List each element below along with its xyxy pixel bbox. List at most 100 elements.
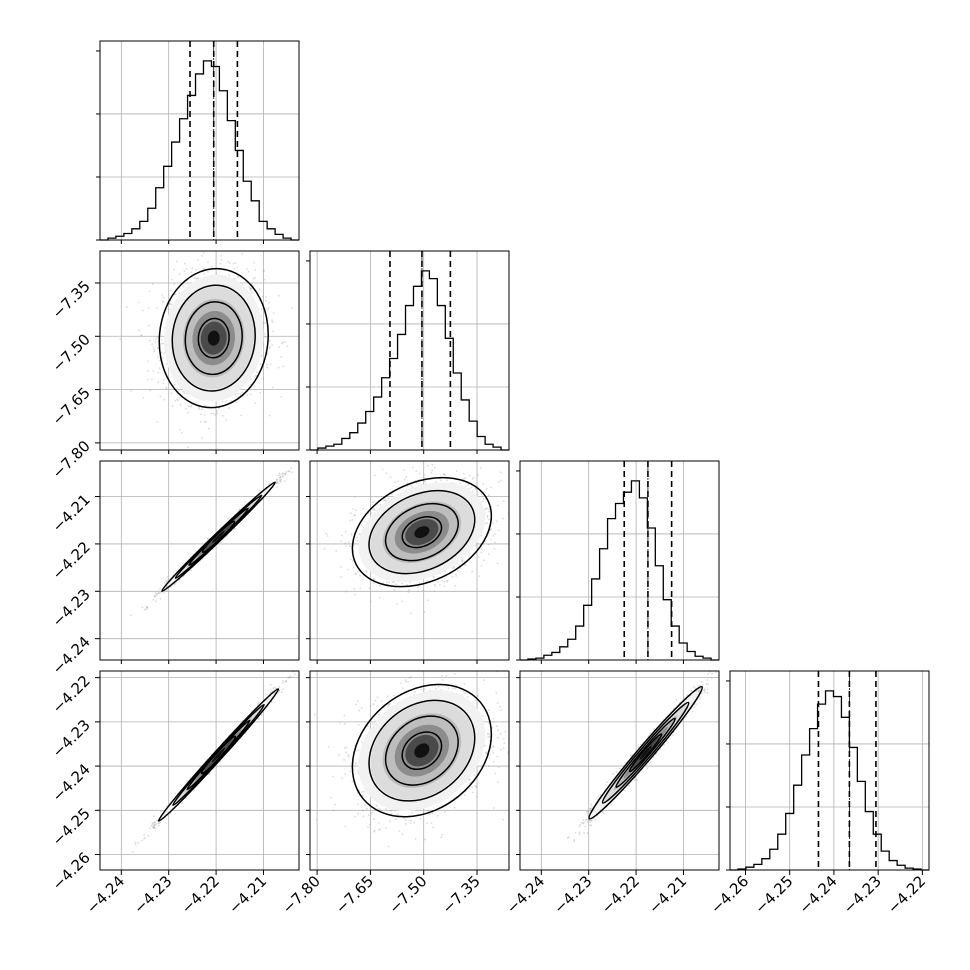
scatter-point	[277, 482, 280, 484]
scatter-point	[279, 480, 282, 483]
scatter-point	[486, 507, 488, 510]
scatter-point	[475, 544, 477, 547]
scatter-point	[303, 457, 305, 459]
scatter-point	[190, 569, 193, 572]
scatter-point	[279, 474, 281, 477]
scatter-point	[159, 598, 162, 600]
scatter-point	[259, 392, 262, 394]
scatter-point	[373, 508, 376, 511]
scatter-point	[145, 605, 148, 608]
scatter-point	[440, 479, 442, 482]
scatter-point	[387, 497, 390, 500]
scatter-point	[416, 585, 419, 588]
scatter-point	[175, 260, 178, 263]
scatter-point	[160, 294, 163, 296]
scatter-point	[169, 303, 172, 305]
scatter-point	[439, 584, 441, 587]
scatter-point	[202, 251, 205, 254]
scatter-point	[183, 262, 186, 265]
scatter-point	[461, 560, 464, 563]
scatter-point	[453, 565, 455, 568]
scatter-point	[198, 408, 200, 410]
scatter-point	[365, 569, 368, 572]
scatter-point	[148, 339, 151, 342]
scatter-point	[258, 288, 261, 291]
scatter-point	[471, 477, 474, 480]
scatter-point	[225, 400, 228, 403]
scatter-point	[177, 390, 180, 392]
scatter-point	[130, 614, 132, 617]
scatter-point	[486, 516, 489, 519]
scatter-point	[344, 531, 347, 533]
scatter-point	[406, 584, 408, 586]
scatter-point	[284, 473, 286, 476]
scatter-point	[155, 600, 157, 603]
scatter-point	[391, 493, 393, 496]
scatter-point	[187, 405, 190, 408]
scatter-point	[443, 585, 446, 588]
scatter-point	[483, 559, 485, 562]
scatter-point	[138, 329, 141, 332]
scatter-point	[174, 293, 177, 296]
scatter-point	[173, 283, 176, 285]
scatter-point	[200, 413, 202, 416]
scatter-point	[264, 333, 266, 335]
scatter-point	[170, 392, 173, 395]
scatter-point	[161, 357, 164, 359]
scatter-point	[154, 595, 156, 598]
scatter-point	[163, 352, 166, 355]
scatter-point	[290, 471, 293, 473]
scatter-point	[351, 518, 354, 521]
scatter-point	[464, 563, 467, 566]
scatter-point	[237, 392, 240, 395]
scatter-point	[453, 566, 455, 569]
scatter-point	[264, 336, 267, 339]
scatter-point	[344, 542, 347, 544]
scatter-point	[451, 567, 454, 569]
scatter-point	[470, 486, 473, 489]
scatter-point	[235, 262, 237, 264]
scatter-point	[269, 339, 271, 342]
scatter-point	[405, 476, 407, 479]
scatter-point	[141, 309, 144, 312]
scatter-point	[435, 481, 437, 483]
scatter-point	[174, 400, 177, 402]
scatter-point	[148, 290, 151, 293]
scatter-point	[204, 413, 206, 416]
scatter-point	[418, 581, 421, 584]
scatter-point	[160, 351, 163, 354]
scatter-point	[162, 300, 165, 303]
scatter-point	[496, 504, 499, 507]
scatter-point	[351, 560, 354, 562]
scatter-point	[276, 478, 279, 481]
scatter-point	[234, 527, 236, 530]
scatter-point	[199, 466, 201, 468]
scatter-point	[126, 306, 128, 308]
scatter-point	[198, 406, 201, 409]
scatter-point	[250, 289, 252, 292]
scatter-point	[281, 475, 284, 478]
scatter-point	[215, 272, 218, 275]
scatter-point	[535, 503, 537, 505]
scatter-point	[211, 265, 214, 268]
scatter-point	[415, 482, 418, 485]
scatter-point	[339, 566, 342, 568]
scatter-point	[385, 581, 388, 584]
scatter-point	[197, 259, 199, 261]
scatter-point	[352, 567, 355, 569]
scatter-point	[458, 563, 461, 566]
scatter-point	[482, 498, 485, 501]
scatter-point	[347, 541, 350, 544]
scatter-point	[486, 514, 489, 517]
scatter-point	[201, 437, 204, 440]
scatter-point	[228, 262, 231, 264]
scatter-point	[227, 407, 230, 409]
scatter-point	[394, 481, 397, 484]
scatter-point	[216, 412, 219, 415]
scatter-point	[282, 365, 285, 368]
scatter-point	[268, 482, 270, 485]
scatter-point	[410, 612, 413, 615]
scatter-point	[146, 378, 149, 381]
scatter-point	[187, 446, 190, 448]
